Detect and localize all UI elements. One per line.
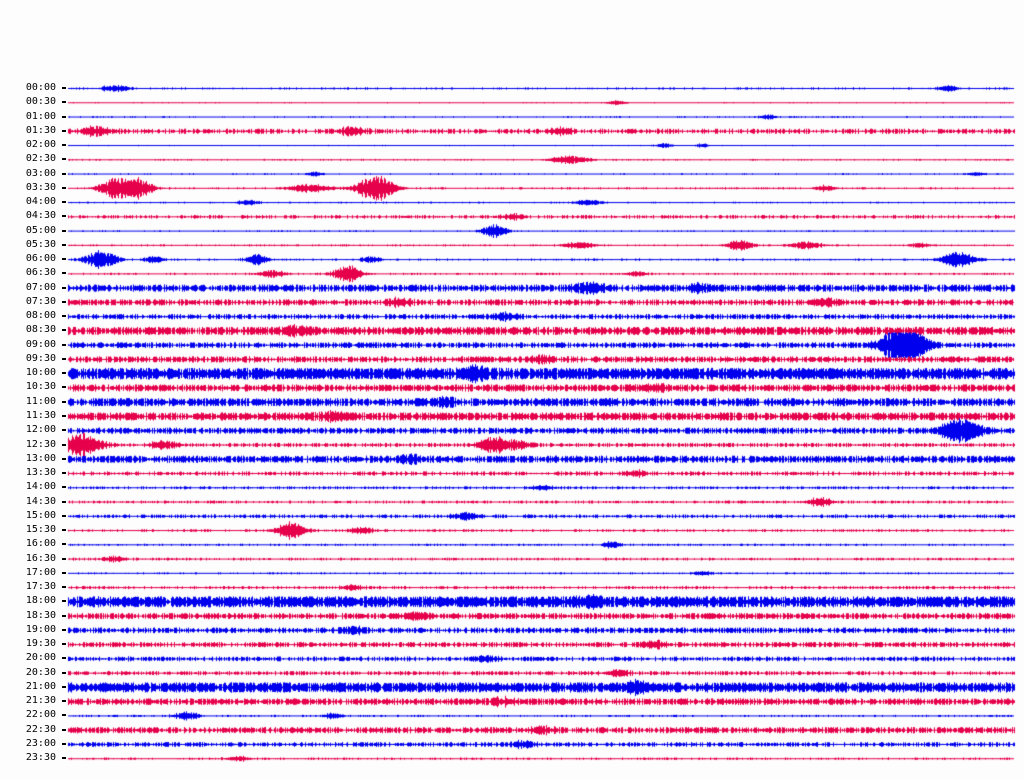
helicorder-plot: HI Town Hall, Preveza, Epirus Applied fi… (0, 0, 1024, 780)
seismogram-traces-canvas (0, 0, 1024, 780)
